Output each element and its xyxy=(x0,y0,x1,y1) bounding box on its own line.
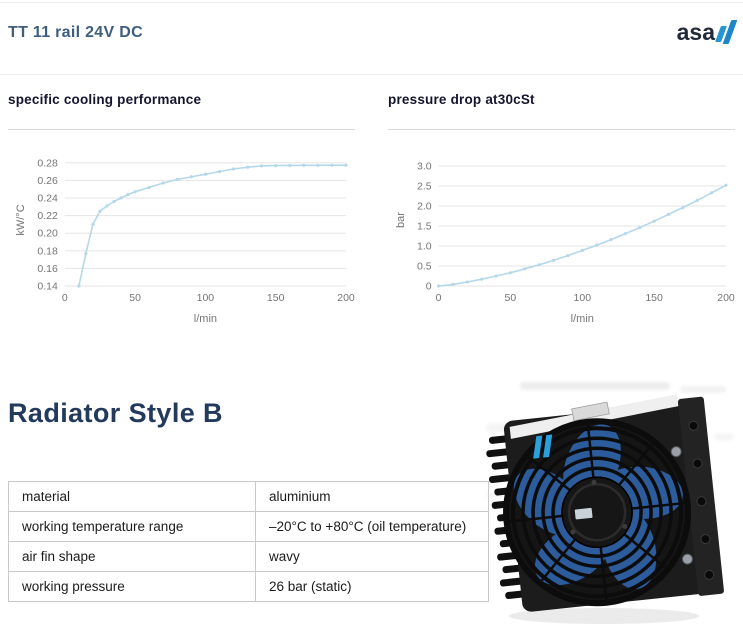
svg-text:0.5: 0.5 xyxy=(417,261,432,273)
svg-text:200: 200 xyxy=(717,292,735,304)
svg-text:0: 0 xyxy=(426,281,432,293)
svg-text:150: 150 xyxy=(645,292,663,304)
svg-text:200: 200 xyxy=(337,292,355,304)
svg-text:150: 150 xyxy=(267,292,285,304)
svg-text:0.28: 0.28 xyxy=(37,157,58,169)
table-row: material aluminium xyxy=(8,481,489,512)
table-row: working pressure 26 bar (static) xyxy=(8,571,489,602)
svg-text:0.26: 0.26 xyxy=(37,175,58,187)
svg-text:0.18: 0.18 xyxy=(37,245,58,257)
svg-text:50: 50 xyxy=(129,292,141,304)
spec-label: working temperature range xyxy=(8,511,256,542)
spec-table: material aluminium working temperature r… xyxy=(8,481,489,602)
product-label xyxy=(571,401,610,422)
spec-value: 26 bar (static) xyxy=(255,571,489,602)
chart-panel-pressure-drop: pressure drop at30cSt 0 0.5 1.0 1.5 2.0 2.5 3.… xyxy=(388,92,735,334)
svg-text:0.22: 0.22 xyxy=(37,210,58,222)
spec-label: working pressure xyxy=(8,571,256,602)
svg-text:1.0: 1.0 xyxy=(417,241,432,253)
table-row: working temperature range –20°C to +80°C… xyxy=(8,511,489,542)
svg-text:100: 100 xyxy=(574,292,592,304)
chart-panel-specific-cooling: specific cooling performance 0.14 0.16 0.1… xyxy=(8,92,355,334)
svg-text:100: 100 xyxy=(197,292,215,304)
chart-title-specific-cooling: specific cooling performance xyxy=(8,92,202,107)
radiator-product-image xyxy=(486,382,734,624)
double-slash-icon xyxy=(722,20,738,44)
svg-text:0.16: 0.16 xyxy=(37,263,58,275)
svg-text:l/min: l/min xyxy=(194,313,217,325)
spec-value: wavy xyxy=(255,541,489,572)
specific-cooling-performance-chart: 0.14 0.16 0.18 0.20 0.22 0.24 0.26 0.28 0 50 100 15… xyxy=(15,157,355,325)
page-title: TT 11 rail 24V DC xyxy=(8,24,143,41)
pressure-drop-chart: 0 0.5 1.0 1.5 2.0 2.5 3.0 0 50 100 150 200 l/min bar xyxy=(395,161,735,326)
spec-value: –20°C to +80°C (oil temperature) xyxy=(255,511,489,542)
asa-logo: asa xyxy=(676,18,738,48)
panel-rule xyxy=(388,129,735,130)
svg-text:3.0: 3.0 xyxy=(417,161,432,173)
svg-text:0: 0 xyxy=(436,292,442,304)
asa-slashes-icon xyxy=(533,434,553,459)
svg-text:1.5: 1.5 xyxy=(417,221,432,233)
svg-text:2.0: 2.0 xyxy=(417,201,432,213)
hub-label xyxy=(574,507,593,520)
asa-logo-text: asa xyxy=(676,19,715,45)
screw-icon xyxy=(681,553,693,565)
svg-text:0.24: 0.24 xyxy=(37,193,58,205)
section-heading-radiator-style-b: Radiator Style B xyxy=(8,398,223,428)
table-row: air fin shape wavy xyxy=(8,541,489,572)
fan-hub xyxy=(561,476,633,549)
screw-icon xyxy=(670,446,682,458)
spec-label: air fin shape xyxy=(8,541,256,572)
svg-text:bar: bar xyxy=(395,212,407,228)
svg-text:2.5: 2.5 xyxy=(417,181,432,193)
svg-text:0: 0 xyxy=(62,292,68,304)
chart-title-pressure-drop: pressure drop at30cSt xyxy=(388,92,535,107)
panel-rule xyxy=(8,129,355,130)
mounting-plate xyxy=(677,396,724,596)
spec-value: aluminium xyxy=(255,481,489,512)
svg-text:50: 50 xyxy=(505,292,517,304)
svg-text:l/min: l/min xyxy=(571,313,594,325)
top-divider xyxy=(0,2,743,3)
spec-label: material xyxy=(8,481,256,512)
svg-text:0.20: 0.20 xyxy=(37,228,58,240)
header-divider xyxy=(0,74,743,75)
watermark xyxy=(486,382,734,498)
svg-text:kW/°C: kW/°C xyxy=(15,204,27,235)
svg-text:0.14: 0.14 xyxy=(37,281,58,293)
